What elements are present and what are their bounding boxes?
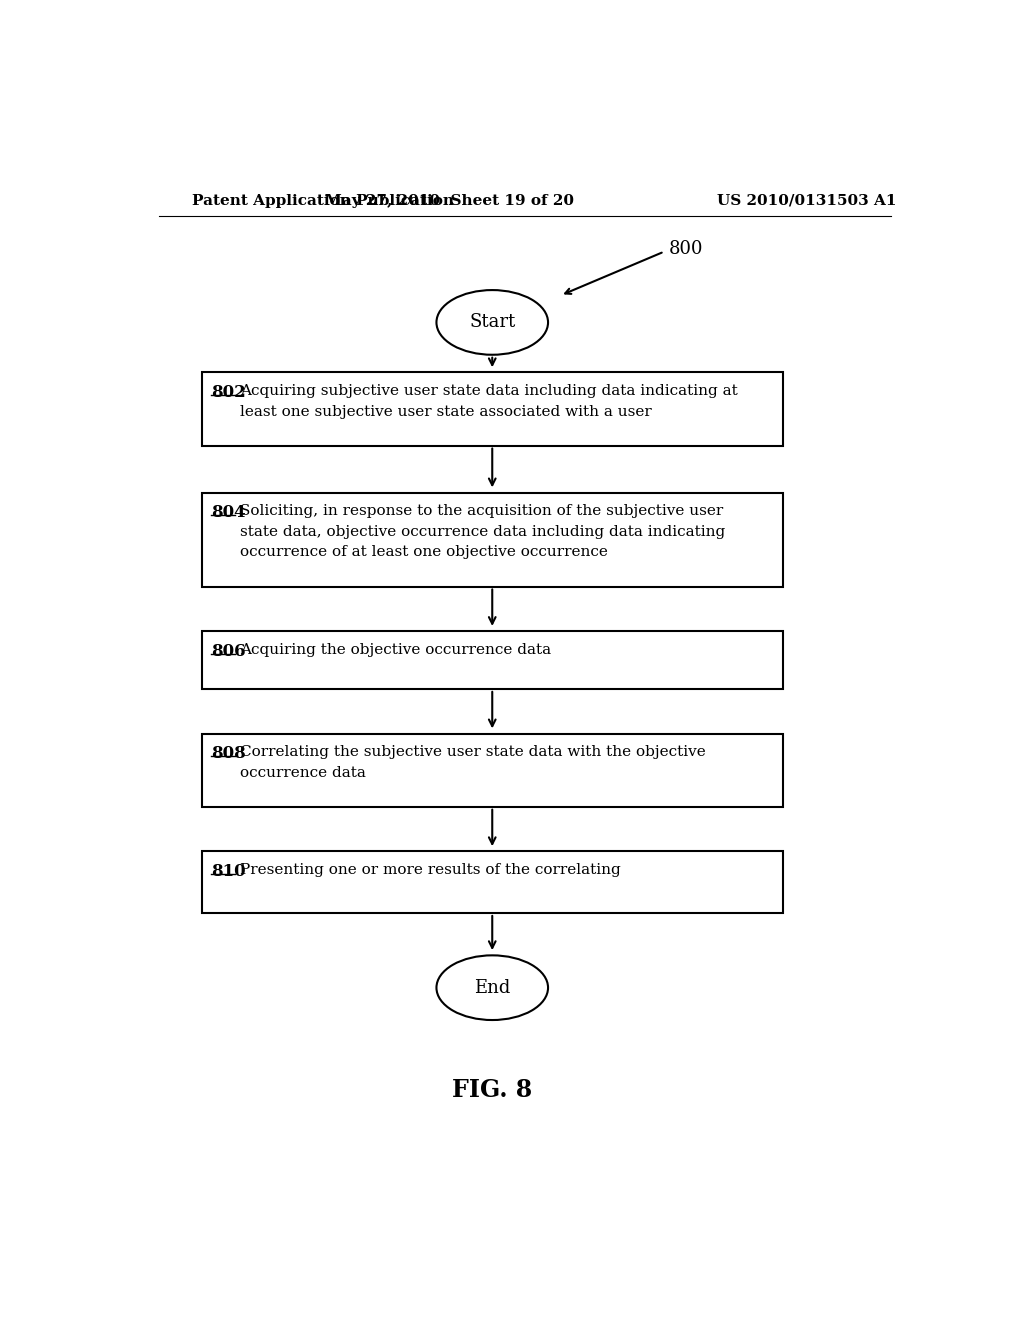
Text: End: End [474,978,510,997]
Text: 804: 804 [211,504,246,521]
Text: US 2010/0131503 A1: US 2010/0131503 A1 [717,194,896,207]
Text: Soliciting, in response to the acquisition of the subjective user
state data, ob: Soliciting, in response to the acquisiti… [241,504,726,560]
FancyBboxPatch shape [202,492,783,586]
Text: May 27, 2010  Sheet 19 of 20: May 27, 2010 Sheet 19 of 20 [326,194,574,207]
Text: Start: Start [469,313,515,331]
Text: Acquiring subjective user state data including data indicating at
least one subj: Acquiring subjective user state data inc… [241,384,738,418]
Text: FIG. 8: FIG. 8 [453,1077,532,1102]
Ellipse shape [436,956,548,1020]
Text: Acquiring the objective occurrence data: Acquiring the objective occurrence data [241,643,552,657]
Ellipse shape [436,290,548,355]
Text: 802: 802 [211,384,246,401]
Text: 806: 806 [211,643,246,660]
Text: Presenting one or more results of the correlating: Presenting one or more results of the co… [241,863,622,876]
Text: Correlating the subjective user state data with the objective
occurrence data: Correlating the subjective user state da… [241,744,707,780]
FancyBboxPatch shape [202,851,783,913]
FancyBboxPatch shape [202,372,783,446]
Text: 808: 808 [211,744,246,762]
Text: 800: 800 [669,240,703,259]
Text: Patent Application Publication: Patent Application Publication [191,194,454,207]
Text: 810: 810 [211,863,246,880]
FancyBboxPatch shape [202,734,783,807]
FancyBboxPatch shape [202,631,783,689]
